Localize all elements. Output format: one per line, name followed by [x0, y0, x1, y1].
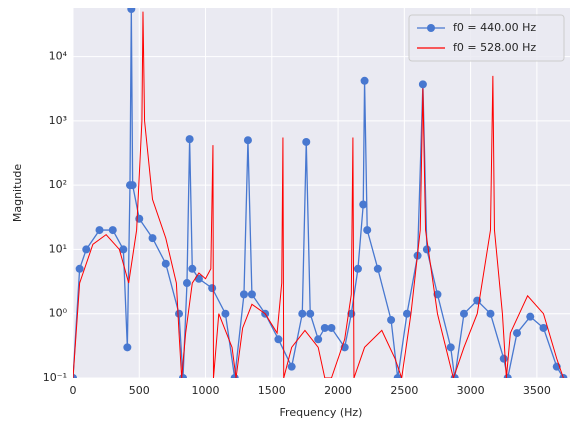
legend-marker	[427, 24, 435, 32]
series-marker	[373, 264, 382, 273]
series-marker	[179, 374, 188, 378]
x-tick-label: 1500	[258, 384, 286, 397]
series-marker	[512, 329, 521, 338]
series-marker	[422, 245, 431, 254]
x-tick-label: 0	[70, 384, 77, 397]
legend-label: f0 = 528.00 Hz	[453, 41, 536, 54]
y-tick-label: 10⁰	[49, 307, 68, 320]
y-tick-label: 10⁻¹	[43, 371, 67, 384]
series-marker	[221, 309, 230, 318]
series-marker	[402, 309, 411, 318]
series-marker	[302, 137, 311, 146]
series-marker	[353, 264, 362, 273]
series-marker	[539, 323, 548, 332]
plot-area	[73, 8, 570, 378]
x-tick-label: 2000	[324, 384, 352, 397]
series-marker	[148, 234, 157, 243]
series-marker	[182, 279, 191, 288]
series-marker	[459, 309, 468, 318]
series-marker	[503, 374, 512, 378]
series-marker	[128, 181, 137, 190]
series-marker	[418, 80, 427, 89]
series-marker	[306, 309, 315, 318]
series-marker	[393, 374, 402, 378]
series-marker	[287, 362, 296, 371]
legend-box	[408, 14, 565, 62]
y-tick-label: 10⁴	[49, 50, 68, 63]
series-marker	[314, 335, 323, 344]
plot-series	[73, 8, 568, 378]
series-marker	[559, 374, 568, 378]
series-marker	[82, 245, 91, 254]
series-marker	[298, 309, 307, 318]
x-axis-label: Frequency (Hz)	[280, 406, 363, 419]
series-marker	[135, 214, 144, 223]
legend-label: f0 = 440.00 Hz	[453, 21, 536, 34]
series-marker	[363, 226, 372, 235]
series-marker	[274, 335, 283, 344]
series-marker	[161, 259, 170, 268]
series-marker	[499, 354, 508, 363]
series-marker	[387, 315, 396, 324]
series-marker	[243, 136, 252, 145]
series-marker	[108, 226, 117, 235]
y-axis-label: Magnitude	[11, 164, 24, 223]
series-marker	[175, 309, 184, 318]
series-marker	[247, 290, 256, 299]
series-marker	[359, 200, 368, 209]
series-marker	[320, 323, 329, 332]
x-tick-label: 1000	[192, 384, 220, 397]
series-marker	[119, 245, 128, 254]
series-marker	[208, 284, 217, 293]
series-marker	[73, 374, 77, 378]
series-marker	[526, 312, 535, 321]
series-marker	[123, 343, 132, 352]
series-line	[73, 11, 564, 378]
series-marker	[239, 290, 248, 299]
y-tick-label: 10³	[49, 114, 67, 127]
y-tick-label: 10¹	[49, 242, 67, 255]
series-marker	[95, 226, 104, 235]
x-tick-label: 3500	[523, 384, 551, 397]
series-marker	[230, 374, 239, 378]
series-marker	[327, 323, 336, 332]
series-marker	[360, 76, 369, 85]
x-tick-label: 2500	[390, 384, 418, 397]
series-line	[73, 8, 564, 378]
y-tick-label: 10²	[49, 178, 67, 191]
x-tick-label: 500	[129, 384, 150, 397]
series-marker	[188, 264, 197, 273]
series-marker	[486, 309, 495, 318]
series-marker	[185, 135, 194, 144]
series-marker	[446, 343, 455, 352]
series-marker	[75, 264, 84, 273]
x-tick-label: 3000	[457, 384, 485, 397]
series-marker	[127, 8, 136, 13]
